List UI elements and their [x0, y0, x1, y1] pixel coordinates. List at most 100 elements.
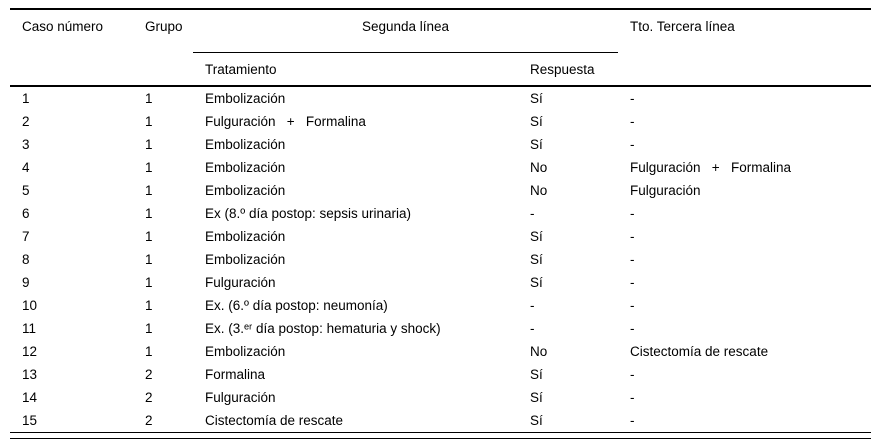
cell-tratamiento: Ex. (3.ᵉʳ día postop: hematuria y shock) [205, 321, 441, 336]
col-header-tto-tercera-linea: Tto. Tercera línea [630, 19, 735, 34]
cell-grupo: 1 [145, 252, 153, 267]
table-row: 9 1 Fulguración Sí - [10, 271, 871, 294]
cell-tratamiento: Formalina [205, 367, 266, 382]
cell-grupo: 1 [145, 298, 153, 313]
cell-tratamiento: Embolización [205, 160, 286, 175]
cell-caso: 2 [22, 114, 30, 129]
cell-tratamiento: Fulguración + Formalina [205, 114, 366, 129]
cell-grupo: 1 [145, 114, 153, 129]
cell-respuesta: No [530, 183, 548, 198]
cell-respuesta: No [530, 160, 548, 175]
cell-respuesta: Sí [530, 390, 543, 405]
cell-respuesta: Sí [530, 252, 543, 267]
cell-tercera: - [630, 390, 635, 405]
cell-tratamiento: Embolización [193, 85, 518, 110]
cell-tratamiento: Ex. (6.º día postop: neumonía) [205, 298, 388, 313]
results-table: Caso número Grupo Segunda línea Tto. Ter… [10, 8, 872, 433]
cell-tratamiento: Embolización [205, 229, 286, 244]
cell-grupo: 1 [145, 137, 153, 152]
table-bottom-rule [10, 433, 871, 439]
table-body: 1 1 Embolización Sí - 2 1 Fulguración + … [10, 85, 872, 433]
table-row: 1 1 Embolización Sí - [10, 85, 872, 110]
cell-respuesta: Sí [530, 114, 543, 129]
cell-respuesta: - [530, 298, 535, 313]
col-header-grupo: Grupo [145, 19, 183, 34]
col-header-caso-numero: Caso número [22, 19, 104, 34]
cell-grupo: 1 [145, 229, 153, 244]
cell-grupo: 1 [145, 183, 153, 198]
cell-caso: 11 [22, 321, 37, 336]
cell-tercera: Fulguración + Formalina [630, 160, 791, 175]
col-group-header-segunda-linea: Segunda línea [193, 9, 619, 53]
cell-grupo: 1 [145, 206, 153, 221]
cell-respuesta: Sí [518, 85, 619, 110]
table-row: 5 1 Embolización No Fulguración [10, 179, 871, 202]
table-row: 12 1 Embolización No Cistectomía de resc… [10, 340, 871, 363]
table-row: 14 2 Fulguración Sí - [10, 386, 871, 409]
cell-tratamiento: Fulguración [205, 275, 276, 290]
table-row: 4 1 Embolización No Fulguración + Formal… [10, 156, 871, 179]
cell-respuesta: Sí [530, 229, 543, 244]
table-row: 2 1 Fulguración + Formalina Sí - [10, 110, 871, 133]
table-row: 7 1 Embolización Sí - [10, 225, 871, 248]
cell-tercera: - [630, 137, 635, 152]
cell-tercera: - [618, 85, 872, 110]
cell-caso: 1 [10, 85, 133, 110]
header-row-1: Caso número Grupo Segunda línea Tto. Ter… [10, 9, 871, 53]
table-row: 3 1 Embolización Sí - [10, 133, 871, 156]
cell-tercera: - [618, 409, 872, 433]
cell-respuesta: Sí [530, 367, 543, 382]
table-row: 15 2 Cistectomía de rescate Sí - [10, 409, 872, 433]
col-header-respuesta: Respuesta [530, 61, 595, 77]
table-header: Caso número Grupo Segunda línea Tto. Ter… [10, 9, 871, 86]
cell-tercera: - [630, 298, 635, 313]
cell-respuesta: Sí [530, 275, 543, 290]
cell-caso: 12 [22, 344, 38, 359]
cell-caso: 7 [22, 229, 30, 244]
cell-grupo: 1 [133, 85, 193, 110]
cell-tratamiento: Embolización [205, 344, 286, 359]
table-row: 13 2 Formalina Sí - [10, 363, 871, 386]
cell-grupo: 1 [145, 344, 153, 359]
cell-respuesta: No [530, 344, 548, 359]
cell-grupo: 2 [133, 409, 193, 433]
cell-tratamiento: Ex (8.º día postop: sepsis urinaria) [205, 206, 412, 221]
table-row: 8 1 Embolización Sí - [10, 248, 871, 271]
cell-tercera: Fulguración [630, 183, 701, 198]
cell-grupo: 1 [145, 275, 153, 290]
cell-grupo: 1 [145, 321, 153, 336]
table-row: 6 1 Ex (8.º día postop: sepsis urinaria)… [10, 202, 871, 225]
cell-grupo: 1 [145, 160, 153, 175]
cell-caso: 10 [22, 298, 38, 313]
cell-caso: 13 [22, 367, 38, 382]
cell-tercera: - [630, 114, 635, 129]
cell-tercera: - [630, 367, 635, 382]
table-row: 11 1 Ex. (3.ᵉʳ día postop: hematuria y s… [10, 317, 871, 340]
results-table-wrap: Caso número Grupo Segunda línea Tto. Ter… [10, 8, 872, 439]
table-row: 10 1 Ex. (6.º día postop: neumonía) - - [10, 294, 871, 317]
cell-tratamiento: Embolización [205, 183, 286, 198]
cell-tercera: - [630, 321, 635, 336]
cell-caso: 3 [22, 137, 30, 152]
header-row-2: Tratamiento Respuesta [10, 53, 871, 87]
cell-tercera: - [630, 252, 635, 267]
cell-caso: 9 [22, 275, 30, 290]
cell-caso: 6 [22, 206, 30, 221]
cell-caso: 15 [10, 409, 133, 433]
col-header-tratamiento: Tratamiento [205, 61, 277, 77]
cell-caso: 5 [22, 183, 30, 198]
cell-grupo: 2 [145, 367, 153, 382]
cell-tercera: - [630, 206, 635, 221]
cell-caso: 8 [22, 252, 30, 267]
cell-respuesta: Sí [530, 137, 543, 152]
cell-tercera: Cistectomía de rescate [630, 344, 769, 359]
cell-tratamiento: Cistectomía de rescate [193, 409, 518, 433]
cell-respuesta: - [530, 206, 535, 221]
cell-caso: 14 [22, 390, 38, 405]
cell-grupo: 2 [145, 390, 153, 405]
cell-tratamiento: Embolización [205, 252, 286, 267]
cell-tercera: - [630, 275, 635, 290]
cell-caso: 4 [22, 160, 30, 175]
cell-respuesta: - [530, 321, 535, 336]
cell-tratamiento: Fulguración [205, 390, 276, 405]
